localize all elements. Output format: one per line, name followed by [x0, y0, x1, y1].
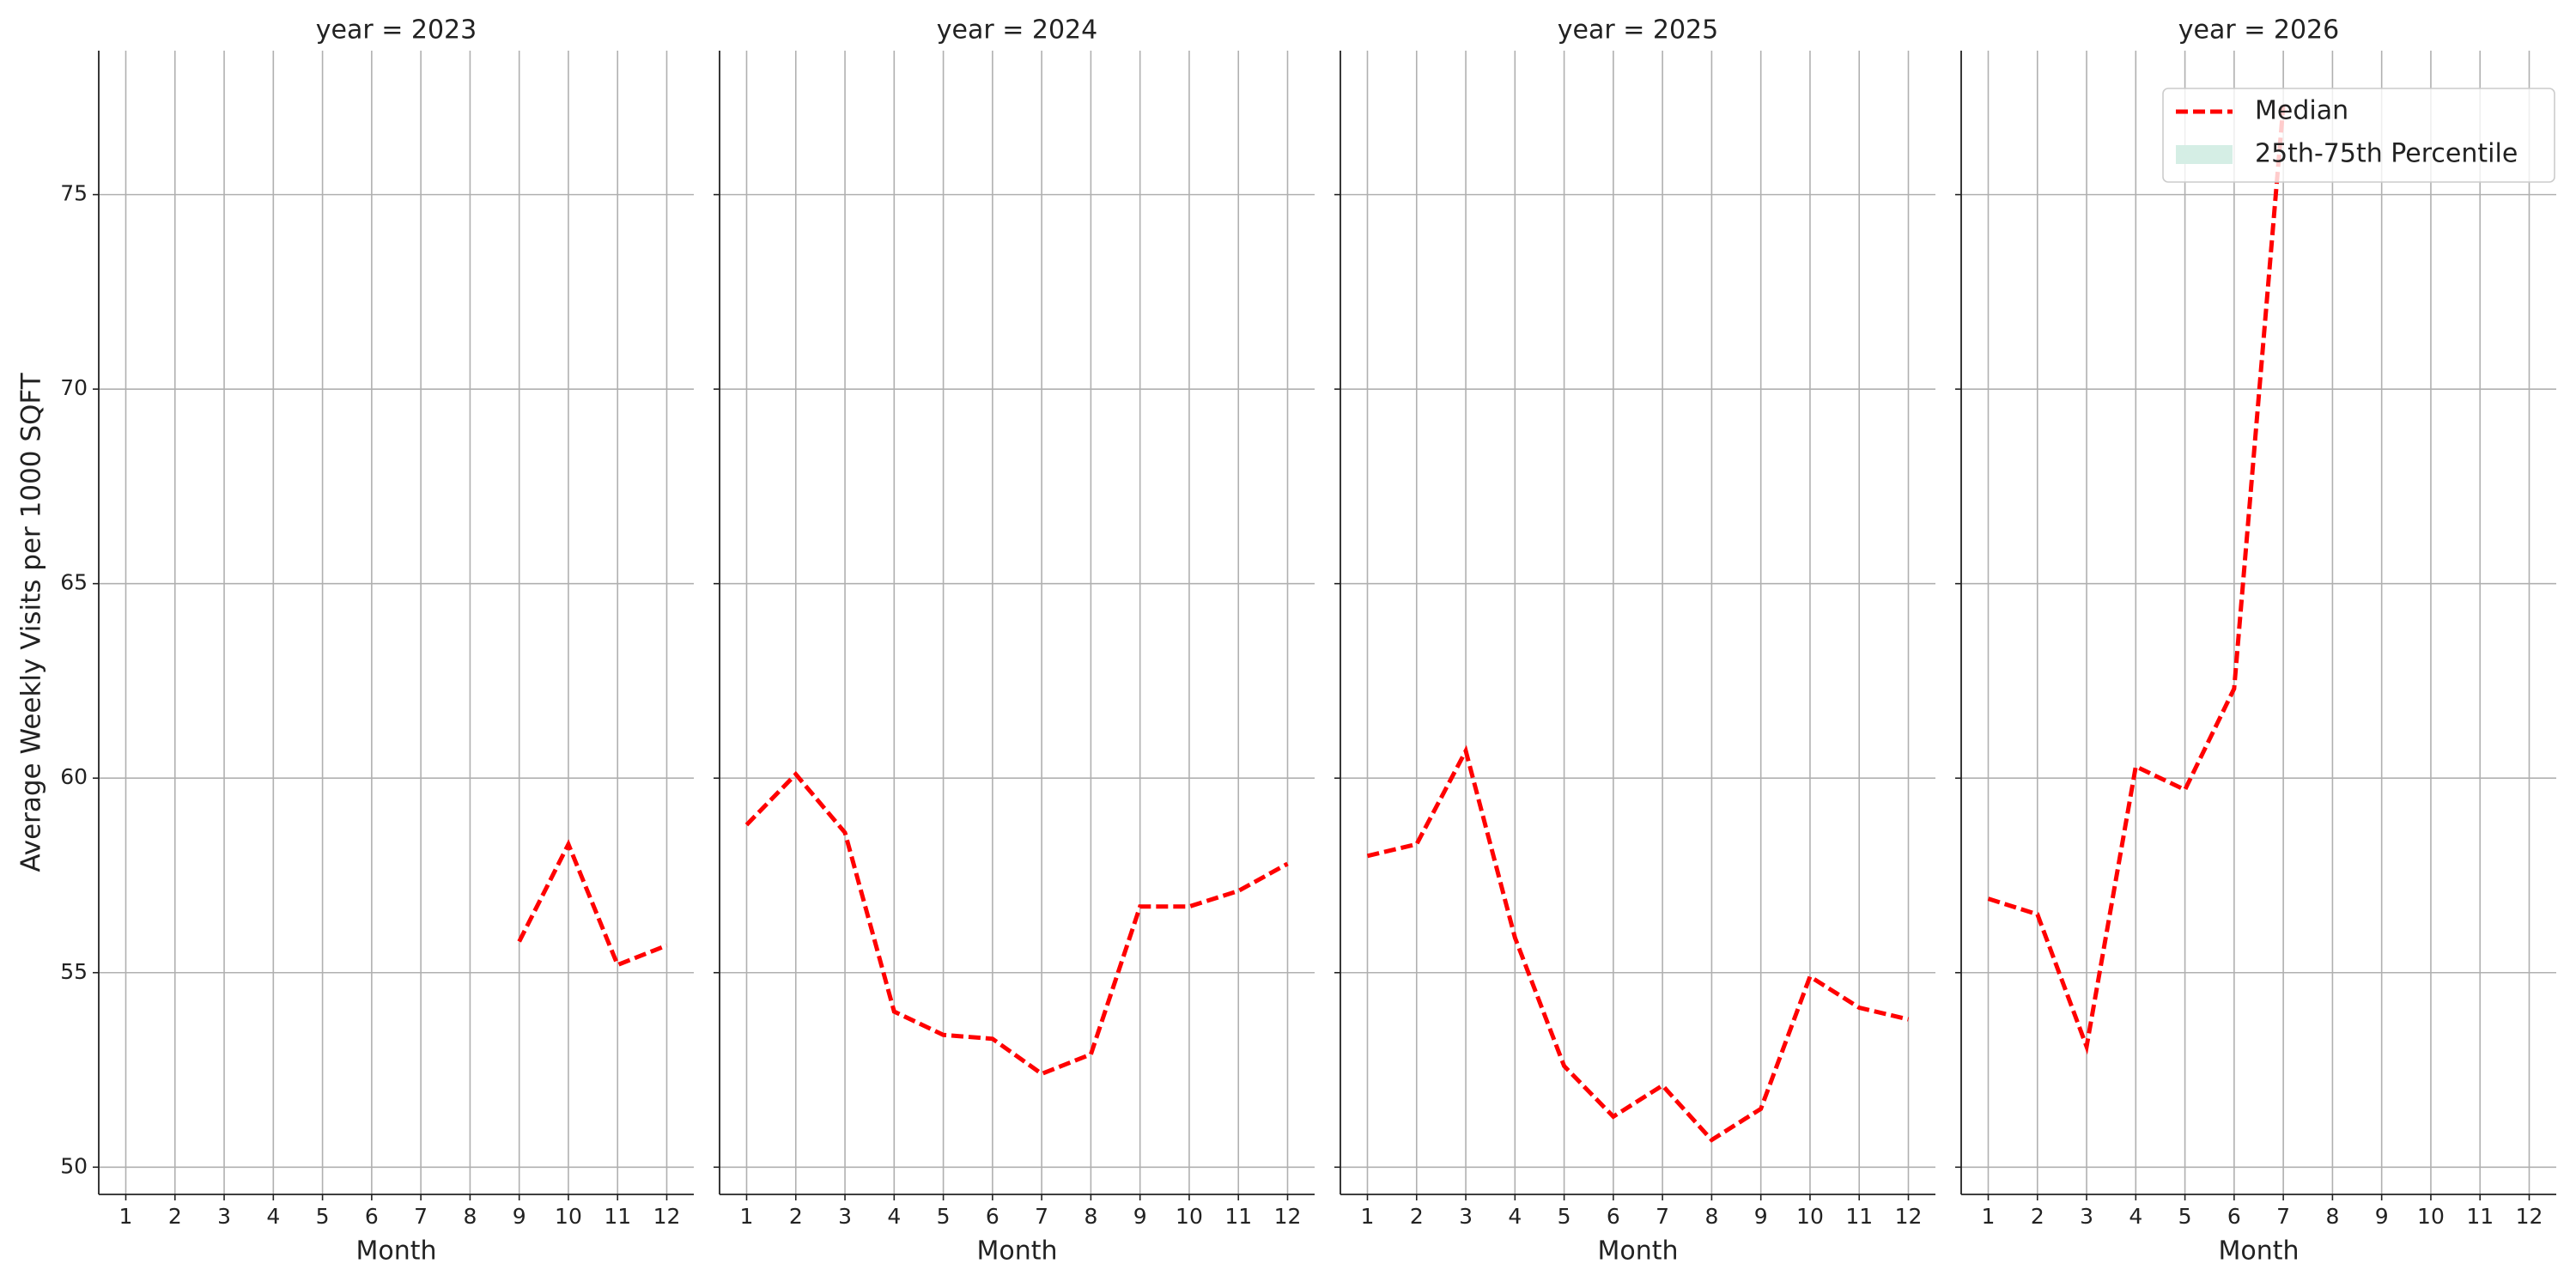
legend-label: 25th-75th Percentile — [2255, 139, 2518, 169]
x-tick-label: 6 — [2227, 1204, 2241, 1229]
panel-title: year = 2023 — [316, 15, 477, 46]
x-tick-label: 11 — [1845, 1204, 1873, 1229]
x-tick-label: 10 — [1796, 1204, 1824, 1229]
x-tick-label: 8 — [1704, 1204, 1718, 1229]
x-tick-label: 5 — [1558, 1204, 1571, 1229]
legend: Median 25th-75th Percentile — [2162, 88, 2555, 183]
y-tick-label: 50 — [60, 1153, 88, 1178]
x-tick-label: 12 — [2516, 1204, 2543, 1229]
x-tick-label: 11 — [604, 1204, 631, 1229]
x-tick-label: 10 — [555, 1204, 582, 1229]
median-line — [1366, 744, 1910, 1143]
x-axis-label: Month — [2218, 1236, 2299, 1267]
x-tick-label: 2 — [789, 1204, 803, 1229]
x-tick-label: 9 — [513, 1204, 526, 1229]
x-tick-label: 5 — [937, 1204, 951, 1229]
x-tick-label: 1 — [119, 1204, 133, 1229]
x-tick-label: 2 — [168, 1204, 182, 1229]
x-tick-label: 7 — [1656, 1204, 1669, 1229]
x-tick-label: 7 — [2276, 1204, 2290, 1229]
x-tick-label: 2 — [2031, 1204, 2044, 1229]
x-tick-label: 1 — [740, 1204, 754, 1229]
y-tick-label: 65 — [60, 570, 88, 595]
y-axis-label: Average Weekly Visits per 1000 SQFT — [16, 372, 47, 872]
y-tick-label: 75 — [60, 181, 88, 206]
x-tick-label: 6 — [1607, 1204, 1620, 1229]
x-tick-label: 4 — [2129, 1204, 2142, 1229]
legend-swatch — [2176, 145, 2233, 164]
legend-box — [2162, 88, 2555, 183]
x-tick-label: 5 — [316, 1204, 330, 1229]
x-tick-label: 7 — [1035, 1204, 1048, 1229]
x-tick-label: 12 — [653, 1204, 681, 1229]
panel-title: year = 2026 — [2178, 15, 2340, 46]
x-tick-label: 1 — [1982, 1204, 1996, 1229]
x-tick-label: 8 — [2325, 1204, 2339, 1229]
median-line — [1987, 105, 2286, 1055]
y-tick-label: 55 — [60, 959, 88, 984]
x-tick-label: 3 — [217, 1204, 231, 1229]
x-tick-label: 4 — [887, 1204, 901, 1229]
x-tick-label: 3 — [2080, 1204, 2093, 1229]
median-line — [517, 839, 668, 968]
x-tick-label: 6 — [365, 1204, 379, 1229]
x-tick-label: 2 — [1410, 1204, 1424, 1229]
x-tick-label: 9 — [2375, 1204, 2389, 1229]
x-tick-label: 12 — [1274, 1204, 1302, 1229]
x-tick-label: 9 — [1133, 1204, 1147, 1229]
x-tick-label: 6 — [986, 1204, 999, 1229]
x-tick-label: 7 — [414, 1204, 428, 1229]
x-tick-label: 10 — [1176, 1204, 1203, 1229]
median-line — [744, 770, 1289, 1077]
x-tick-label: 11 — [1224, 1204, 1252, 1229]
x-tick-label: 3 — [1459, 1204, 1473, 1229]
x-tick-label: 10 — [2417, 1204, 2445, 1229]
x-axis-label: Month — [976, 1236, 1057, 1267]
x-axis-label: Month — [355, 1236, 436, 1267]
x-tick-label: 1 — [1361, 1204, 1375, 1229]
panel-title: year = 2025 — [1558, 15, 1719, 46]
x-axis-label: Month — [1597, 1236, 1678, 1267]
x-tick-label: 12 — [1895, 1204, 1923, 1229]
x-tick-label: 8 — [1084, 1204, 1097, 1229]
x-tick-label: 4 — [266, 1204, 280, 1229]
x-tick-label: 4 — [1508, 1204, 1522, 1229]
x-tick-label: 3 — [838, 1204, 852, 1229]
legend-label: Median — [2255, 96, 2348, 126]
y-tick-label: 60 — [60, 764, 88, 789]
x-tick-label: 5 — [2178, 1204, 2192, 1229]
x-tick-label: 11 — [2466, 1204, 2494, 1229]
x-tick-label: 8 — [463, 1204, 477, 1229]
panel-title: year = 2024 — [937, 15, 1098, 46]
x-tick-label: 9 — [1754, 1204, 1768, 1229]
y-tick-label: 70 — [60, 375, 88, 400]
